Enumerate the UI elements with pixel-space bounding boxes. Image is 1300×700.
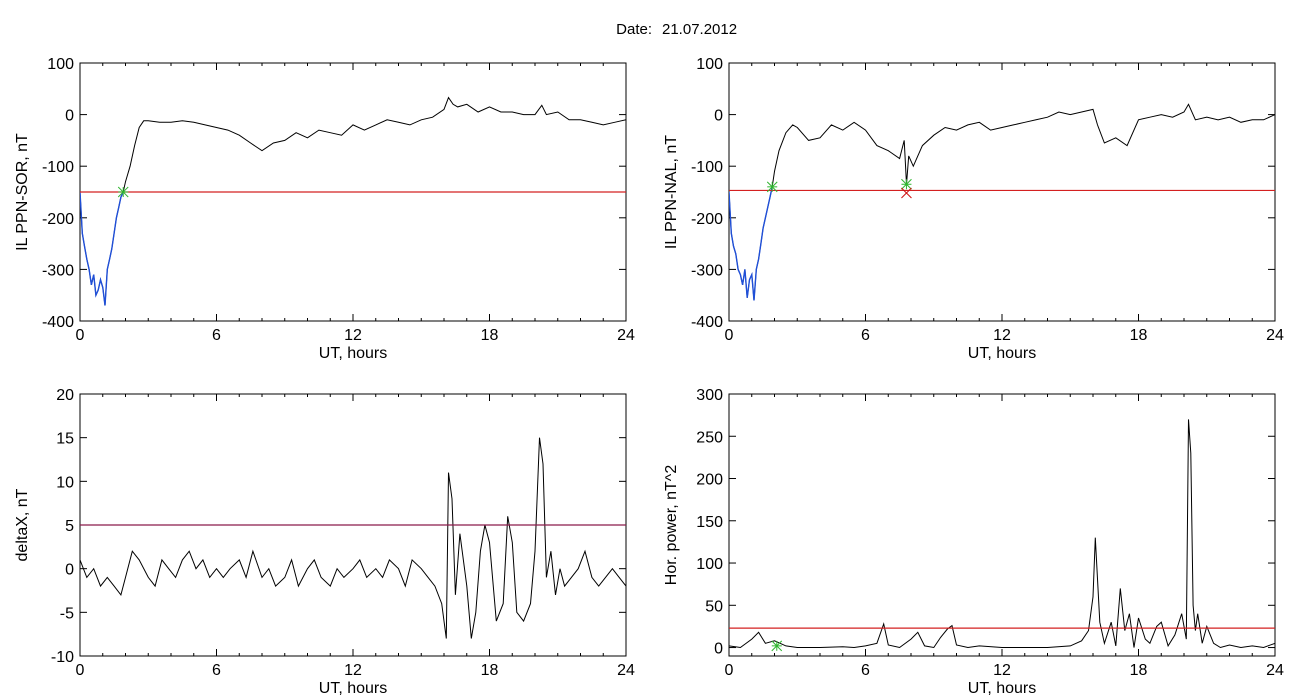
y-tick-label: 150	[696, 514, 723, 531]
x-tick-label: 12	[344, 327, 362, 344]
plot-area	[729, 103, 1275, 301]
y-tick-label: -400	[691, 314, 723, 331]
y-tick-label: 100	[696, 56, 723, 73]
y-tick-label: 0	[714, 108, 723, 125]
x-tick-label: 6	[212, 662, 221, 679]
y-tick-label: -100	[691, 159, 723, 176]
y-tick-label: 300	[696, 387, 723, 404]
y-axis-title: IL PPN-NAL, nT	[663, 135, 680, 249]
highlight-segment	[729, 186, 773, 301]
plot-area	[729, 419, 1275, 652]
asterisk-marker	[117, 186, 129, 198]
x-tick-label: 24	[617, 327, 635, 344]
x-axis-title: UT, hours	[319, 345, 387, 362]
y-tick-label: -5	[60, 605, 74, 622]
x-tick-label: 24	[1266, 662, 1284, 679]
y-tick-label: 100	[696, 556, 723, 573]
x-tick-label: 12	[993, 662, 1011, 679]
x-tick-label: 18	[1130, 327, 1148, 344]
x-tick-label: 6	[861, 662, 870, 679]
y-tick-label: 10	[56, 474, 74, 491]
x-tick-label: 18	[481, 662, 499, 679]
y-tick-label: 250	[696, 429, 723, 446]
x-tick-label: 6	[861, 327, 870, 344]
y-tick-label: 15	[56, 431, 74, 448]
x-tick-label: 0	[76, 662, 85, 679]
x-tick-label: 6	[212, 327, 221, 344]
plot-frame	[728, 393, 1276, 657]
y-tick-label: -400	[42, 314, 74, 331]
y-axis-title: Hor. power, nT^2	[663, 465, 680, 586]
marker-stroke	[901, 187, 912, 199]
series-line	[80, 96, 626, 306]
y-axis-title: deltaX, nT	[14, 488, 31, 561]
x-tick-label: 18	[1130, 662, 1148, 679]
y-tick-label: 100	[47, 56, 74, 73]
chart-panel-deltax: 0 6 12 18 24 -10 -5 0 5 10 15 20 UT, hours deltaX, nT	[14, 387, 635, 697]
x-tick-label: 0	[76, 327, 85, 344]
series-line	[729, 419, 1275, 649]
x-tick-label: 0	[725, 327, 734, 344]
y-axis-title: IL PPN-SOR, nT	[14, 133, 31, 251]
asterisk-marker	[766, 181, 778, 193]
plot-area	[80, 437, 626, 639]
x-axis-title: UT, hours	[968, 680, 1036, 697]
y-tick-label: 20	[56, 387, 74, 404]
y-tick-label: -200	[42, 211, 74, 228]
x-tick-label: 0	[725, 662, 734, 679]
chart-panel-sor: 0 6 12 18 24 -400 -300 -200 -100 0 100 UT, hours IL …	[14, 56, 635, 362]
y-tick-label: -200	[691, 211, 723, 228]
x-tick-label: 12	[993, 327, 1011, 344]
date-value: 21.07.2012	[662, 21, 737, 38]
x-tick-label: 24	[1266, 327, 1284, 344]
x-axis-title: UT, hours	[319, 680, 387, 697]
y-tick-label: -300	[691, 262, 723, 279]
y-tick-label: -100	[42, 159, 74, 176]
asterisk-marker	[901, 178, 912, 190]
date-label: Date:	[616, 21, 652, 38]
x-axis-title: UT, hours	[968, 345, 1036, 362]
y-tick-label: 5	[65, 518, 74, 535]
y-tick-label: -300	[42, 262, 74, 279]
series-line	[729, 103, 1275, 301]
x-tick-label: 12	[344, 662, 362, 679]
highlight-segment	[80, 191, 124, 306]
plot-frame	[728, 62, 1276, 322]
series-line	[80, 437, 626, 639]
chart-panel-nal: 0 6 12 18 24 -400 -300 -200 -100 0 100 UT, hours IL …	[663, 56, 1284, 362]
chart-panel-power: 0 6 12 18 24 0 50 100 150 200 250 300 UT, hours Hor. …	[663, 387, 1284, 697]
x-tick-label: 18	[481, 327, 499, 344]
plot-area	[80, 96, 626, 306]
asterisk-marker	[771, 640, 783, 652]
y-tick-label: 0	[714, 641, 723, 658]
y-tick-label: -10	[51, 649, 74, 666]
cross-marker	[901, 187, 912, 199]
y-tick-label: 0	[65, 562, 74, 579]
y-tick-label: 0	[65, 108, 74, 125]
y-tick-label: 200	[696, 472, 723, 489]
x-tick-label: 24	[617, 662, 635, 679]
y-tick-label: 50	[705, 598, 723, 615]
